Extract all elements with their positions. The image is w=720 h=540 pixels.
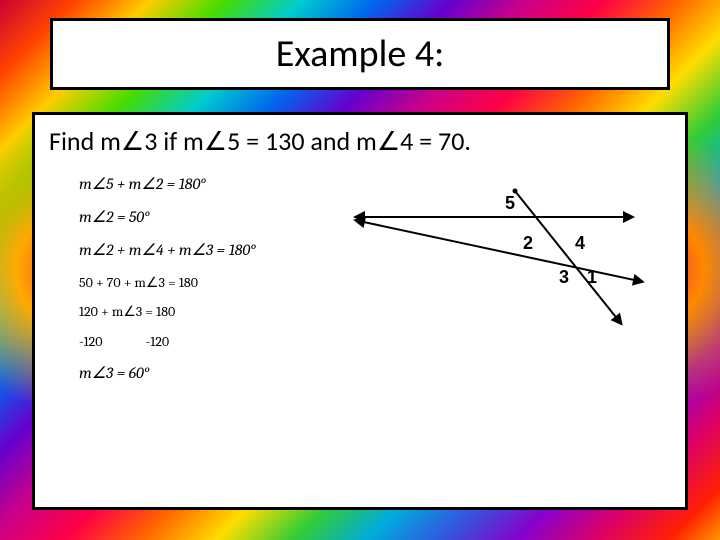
step-1: m∠5 + m∠2 = 180° [79,171,299,198]
title-panel: Example 4: [50,18,670,90]
angle-label-3: 3 [559,267,569,287]
diagram-line-steep [515,191,619,321]
example-title: Example 4: [276,31,445,77]
step-5b: -120 -120 [79,330,299,354]
angle-diagram: 5 2 4 3 1 [319,171,659,371]
step-2: m∠2 = 50° [79,204,299,231]
angle-label-5: 5 [505,193,515,213]
step-4: 50 + 70 + m∠3 = 180 [79,271,299,295]
angle-label-4: 4 [575,233,585,253]
solution-steps: m∠5 + m∠2 = 180° m∠2 = 50° m∠2 + m∠4 + m… [49,171,299,393]
content-panel: Find m∠3 if m∠5 = 130 and m∠4 = 70. m∠5 … [32,112,688,510]
angle-label-1: 1 [587,267,597,287]
problem-statement: Find m∠3 if m∠5 = 130 and m∠4 = 70. [49,125,671,157]
step-3: m∠2 + m∠4 + m∠3 = 180° [79,237,299,264]
step-6: m∠3 = 60° [79,360,299,387]
content-inner: m∠5 + m∠2 = 180° m∠2 = 50° m∠2 + m∠4 + m… [49,171,671,393]
step-5a: 120 + m∠3 = 180 [79,300,299,324]
angle-label-2: 2 [523,233,533,253]
